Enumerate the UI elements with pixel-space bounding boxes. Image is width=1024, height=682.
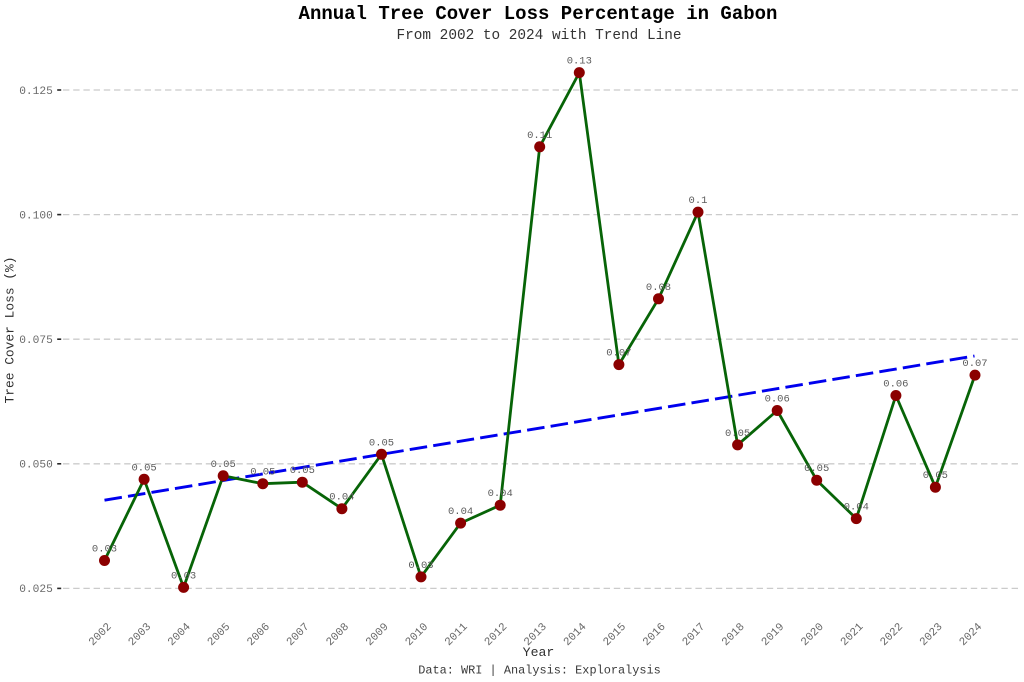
- svg-text:0.05: 0.05: [250, 467, 275, 479]
- svg-text:0.05: 0.05: [923, 470, 948, 482]
- svg-text:0.04: 0.04: [329, 492, 354, 504]
- svg-text:0.05: 0.05: [131, 462, 156, 474]
- svg-text:0.1: 0.1: [689, 195, 708, 207]
- svg-text:0.05: 0.05: [804, 463, 829, 475]
- svg-text:Data: WRI | Analysis: Exploral: Data: WRI | Analysis: Exploralysis: [418, 664, 661, 678]
- svg-text:0.04: 0.04: [448, 506, 473, 518]
- svg-text:0.04: 0.04: [488, 488, 513, 500]
- svg-text:0.05: 0.05: [290, 465, 315, 477]
- svg-text:0.100: 0.100: [19, 210, 53, 222]
- svg-text:0.08: 0.08: [646, 282, 671, 294]
- svg-text:0.13: 0.13: [567, 56, 592, 68]
- svg-text:0.07: 0.07: [606, 348, 631, 360]
- svg-text:0.03: 0.03: [92, 544, 117, 556]
- svg-text:0.04: 0.04: [844, 502, 869, 514]
- svg-text:0.025: 0.025: [19, 584, 53, 596]
- svg-text:0.06: 0.06: [883, 379, 908, 391]
- svg-text:0.03: 0.03: [408, 560, 433, 572]
- svg-text:0.11: 0.11: [527, 130, 552, 142]
- svg-text:Tree Cover Loss (%): Tree Cover Loss (%): [3, 257, 18, 404]
- svg-text:0.075: 0.075: [19, 335, 53, 347]
- svg-text:0.05: 0.05: [369, 437, 394, 449]
- svg-text:0.06: 0.06: [765, 394, 790, 406]
- svg-text:Annual Tree Cover Loss Percent: Annual Tree Cover Loss Percentage in Gab…: [299, 3, 778, 25]
- svg-text:0.05: 0.05: [725, 428, 750, 440]
- svg-text:0.125: 0.125: [19, 86, 53, 98]
- svg-text:From 2002 to 2024 with Trend L: From 2002 to 2024 with Trend Line: [397, 28, 682, 44]
- svg-text:0.03: 0.03: [171, 570, 196, 582]
- svg-text:0.05: 0.05: [211, 459, 236, 471]
- svg-text:0.050: 0.050: [19, 460, 53, 472]
- svg-text:Year: Year: [523, 645, 555, 660]
- svg-text:0.07: 0.07: [962, 358, 987, 370]
